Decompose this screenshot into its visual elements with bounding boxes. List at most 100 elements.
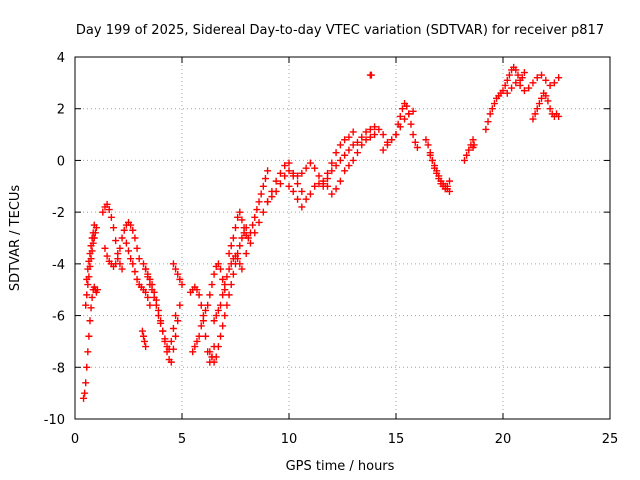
data-point <box>172 265 180 273</box>
data-point <box>101 244 109 252</box>
data-point <box>83 275 91 283</box>
data-point <box>424 141 432 149</box>
y-tick-label: -2 <box>52 206 65 221</box>
data-point <box>505 71 513 79</box>
data-point <box>409 107 417 115</box>
data-point <box>371 123 379 131</box>
data-point <box>257 190 265 198</box>
data-point <box>285 167 293 175</box>
data-point <box>148 286 156 294</box>
data-point <box>191 343 199 351</box>
x-tick-label: 0 <box>71 432 79 447</box>
data-point <box>499 87 507 95</box>
data-point <box>144 273 152 281</box>
data-point <box>535 100 543 108</box>
data-point <box>484 118 492 126</box>
data-point <box>84 348 92 356</box>
data-point <box>118 265 126 273</box>
data-point <box>264 167 272 175</box>
data-point <box>529 115 537 123</box>
data-point <box>264 198 272 206</box>
data-point <box>463 151 471 159</box>
data-point <box>150 293 158 301</box>
data-point <box>217 301 225 309</box>
data-point <box>341 167 349 175</box>
data-point <box>298 203 306 211</box>
data-point <box>422 136 430 144</box>
data-point <box>195 291 203 299</box>
data-point <box>159 327 167 335</box>
data-point <box>206 291 214 299</box>
data-point <box>139 260 147 268</box>
data-point <box>546 81 554 89</box>
data-point <box>212 312 220 320</box>
data-point <box>107 213 115 221</box>
data-point <box>470 141 478 149</box>
data-point <box>398 105 406 113</box>
data-point <box>298 187 306 195</box>
data-point <box>225 265 233 273</box>
data-point <box>469 136 477 144</box>
y-tick-label: 4 <box>57 51 65 66</box>
data-point <box>195 332 203 340</box>
data-point <box>306 159 314 167</box>
data-point <box>142 265 150 273</box>
y-tick-label: 2 <box>57 103 65 118</box>
data-point <box>249 221 257 229</box>
data-point <box>236 242 244 250</box>
y-tick-label: -8 <box>52 361 65 376</box>
data-point <box>227 260 235 268</box>
data-point <box>315 172 323 180</box>
data-point <box>446 187 453 195</box>
y-tick-label: -4 <box>52 258 65 273</box>
data-point <box>210 358 218 366</box>
data-point <box>488 105 496 113</box>
data-point <box>253 206 261 214</box>
data-point <box>285 159 293 167</box>
y-tick-label: 0 <box>57 154 65 169</box>
data-point <box>383 141 391 149</box>
data-point <box>219 275 227 283</box>
data-point <box>503 89 511 97</box>
data-point <box>178 281 186 289</box>
data-point <box>127 255 135 263</box>
data-point <box>131 234 139 242</box>
data-point <box>336 177 344 185</box>
data-point <box>146 301 154 309</box>
data-point <box>255 198 263 206</box>
data-point <box>367 71 375 79</box>
x-axis-label: GPS time / hours <box>286 459 395 474</box>
data-point <box>202 306 210 314</box>
data-point <box>341 151 349 159</box>
data-point <box>154 312 162 320</box>
data-point <box>193 286 201 294</box>
data-point <box>157 319 165 327</box>
data-point <box>141 337 149 345</box>
data-point <box>82 379 90 387</box>
axis-ticks <box>74 56 611 420</box>
x-tick-label: 10 <box>281 432 298 447</box>
data-point <box>324 175 332 183</box>
data-point <box>214 306 222 314</box>
data-point <box>281 162 289 170</box>
data-point <box>315 180 323 188</box>
data-point <box>302 164 310 172</box>
data-point <box>413 144 421 151</box>
data-point <box>227 281 235 289</box>
data-point <box>83 291 91 299</box>
data-point <box>272 177 280 185</box>
x-tick-labels: 0 5 10 15 20 25 <box>71 432 618 447</box>
data-point <box>214 260 222 268</box>
data-point <box>84 281 92 289</box>
data-point <box>133 275 141 283</box>
data-point <box>223 273 231 281</box>
y-axis-label: SDTVAR / TECUs <box>8 185 23 292</box>
data-point <box>555 112 563 120</box>
chart-title: Day 199 of 2025, Sidereal Day-to-day VTE… <box>76 23 604 38</box>
y-tick-labels: -10 -8 -6 -4 -2 0 2 4 <box>44 51 65 428</box>
data-point <box>392 131 400 139</box>
data-point <box>349 141 357 149</box>
data-point <box>238 216 246 224</box>
data-point <box>120 226 128 234</box>
